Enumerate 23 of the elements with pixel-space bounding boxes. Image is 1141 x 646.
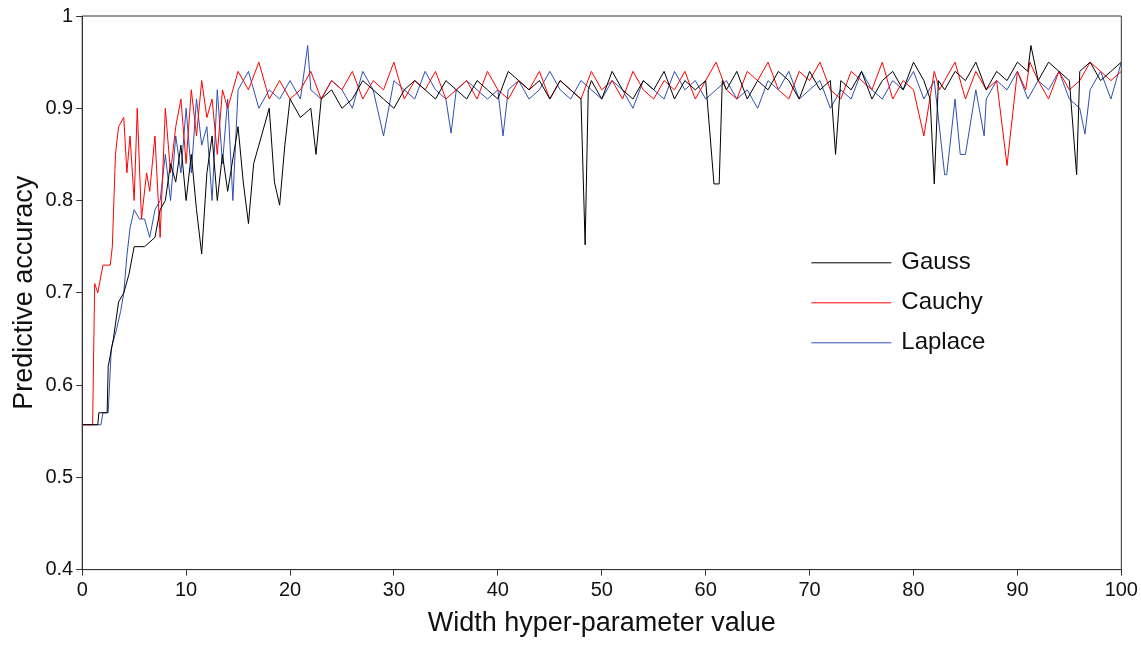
x-axis-title: Width hyper-parameter value — [427, 607, 776, 638]
x-tick-label: 40 — [486, 578, 509, 601]
x-tick-label: 90 — [1006, 578, 1029, 601]
y-axis-title: Predictive accuracy — [7, 175, 38, 410]
y-tick-label: 1 — [62, 3, 74, 26]
y-tick-label: 0.7 — [45, 280, 74, 303]
x-tick-label: 80 — [902, 578, 925, 601]
y-tick-label: 0.9 — [45, 95, 74, 118]
y-tick-label: 0.4 — [45, 557, 74, 580]
legend-label: Cauchy — [901, 287, 983, 315]
x-tick-label: 20 — [278, 578, 302, 601]
y-tick-label: 0.8 — [45, 188, 74, 211]
x-tick-label: 10 — [174, 578, 198, 601]
x-tick-label: 30 — [382, 578, 406, 601]
x-tick-label: 0 — [76, 578, 88, 601]
legend-label: Laplace — [901, 327, 986, 355]
x-tick-label: 70 — [798, 578, 821, 601]
y-tick-label: 0.6 — [45, 372, 74, 395]
x-tick-label: 100 — [1104, 578, 1138, 601]
y-tick-label: 0.5 — [45, 464, 74, 487]
x-tick-label: 50 — [590, 578, 613, 601]
legend-label: Gauss — [901, 247, 971, 275]
x-tick-label: 60 — [694, 578, 717, 601]
